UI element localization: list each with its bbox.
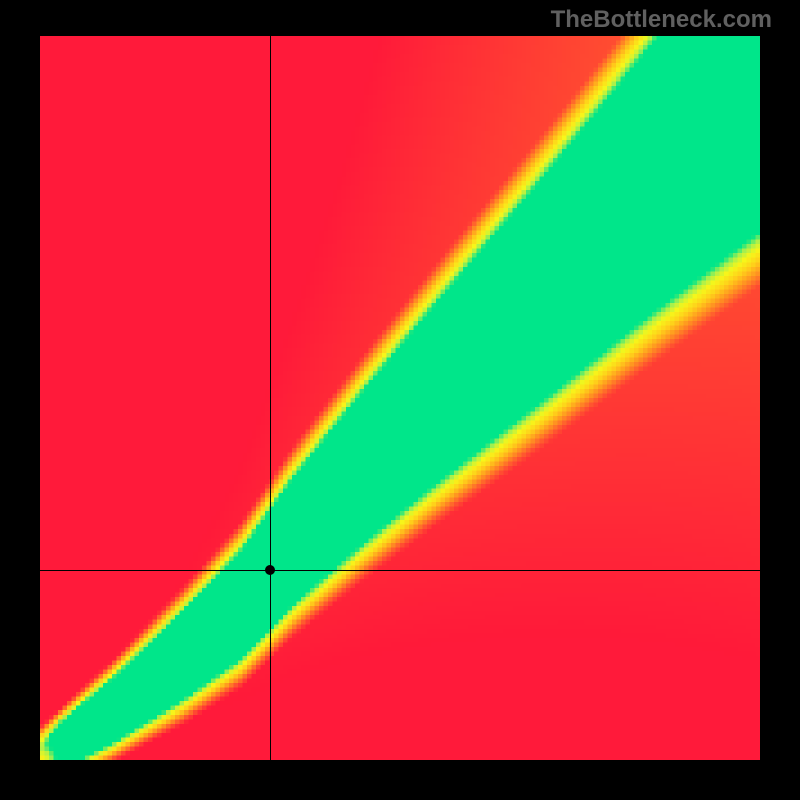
heatmap-canvas — [40, 36, 760, 760]
crosshair-vertical — [270, 36, 271, 760]
attribution-text: TheBottleneck.com — [551, 6, 772, 34]
chart-container: TheBottleneck.com — [0, 0, 800, 800]
crosshair-horizontal — [40, 570, 760, 571]
data-point-marker — [265, 565, 275, 575]
